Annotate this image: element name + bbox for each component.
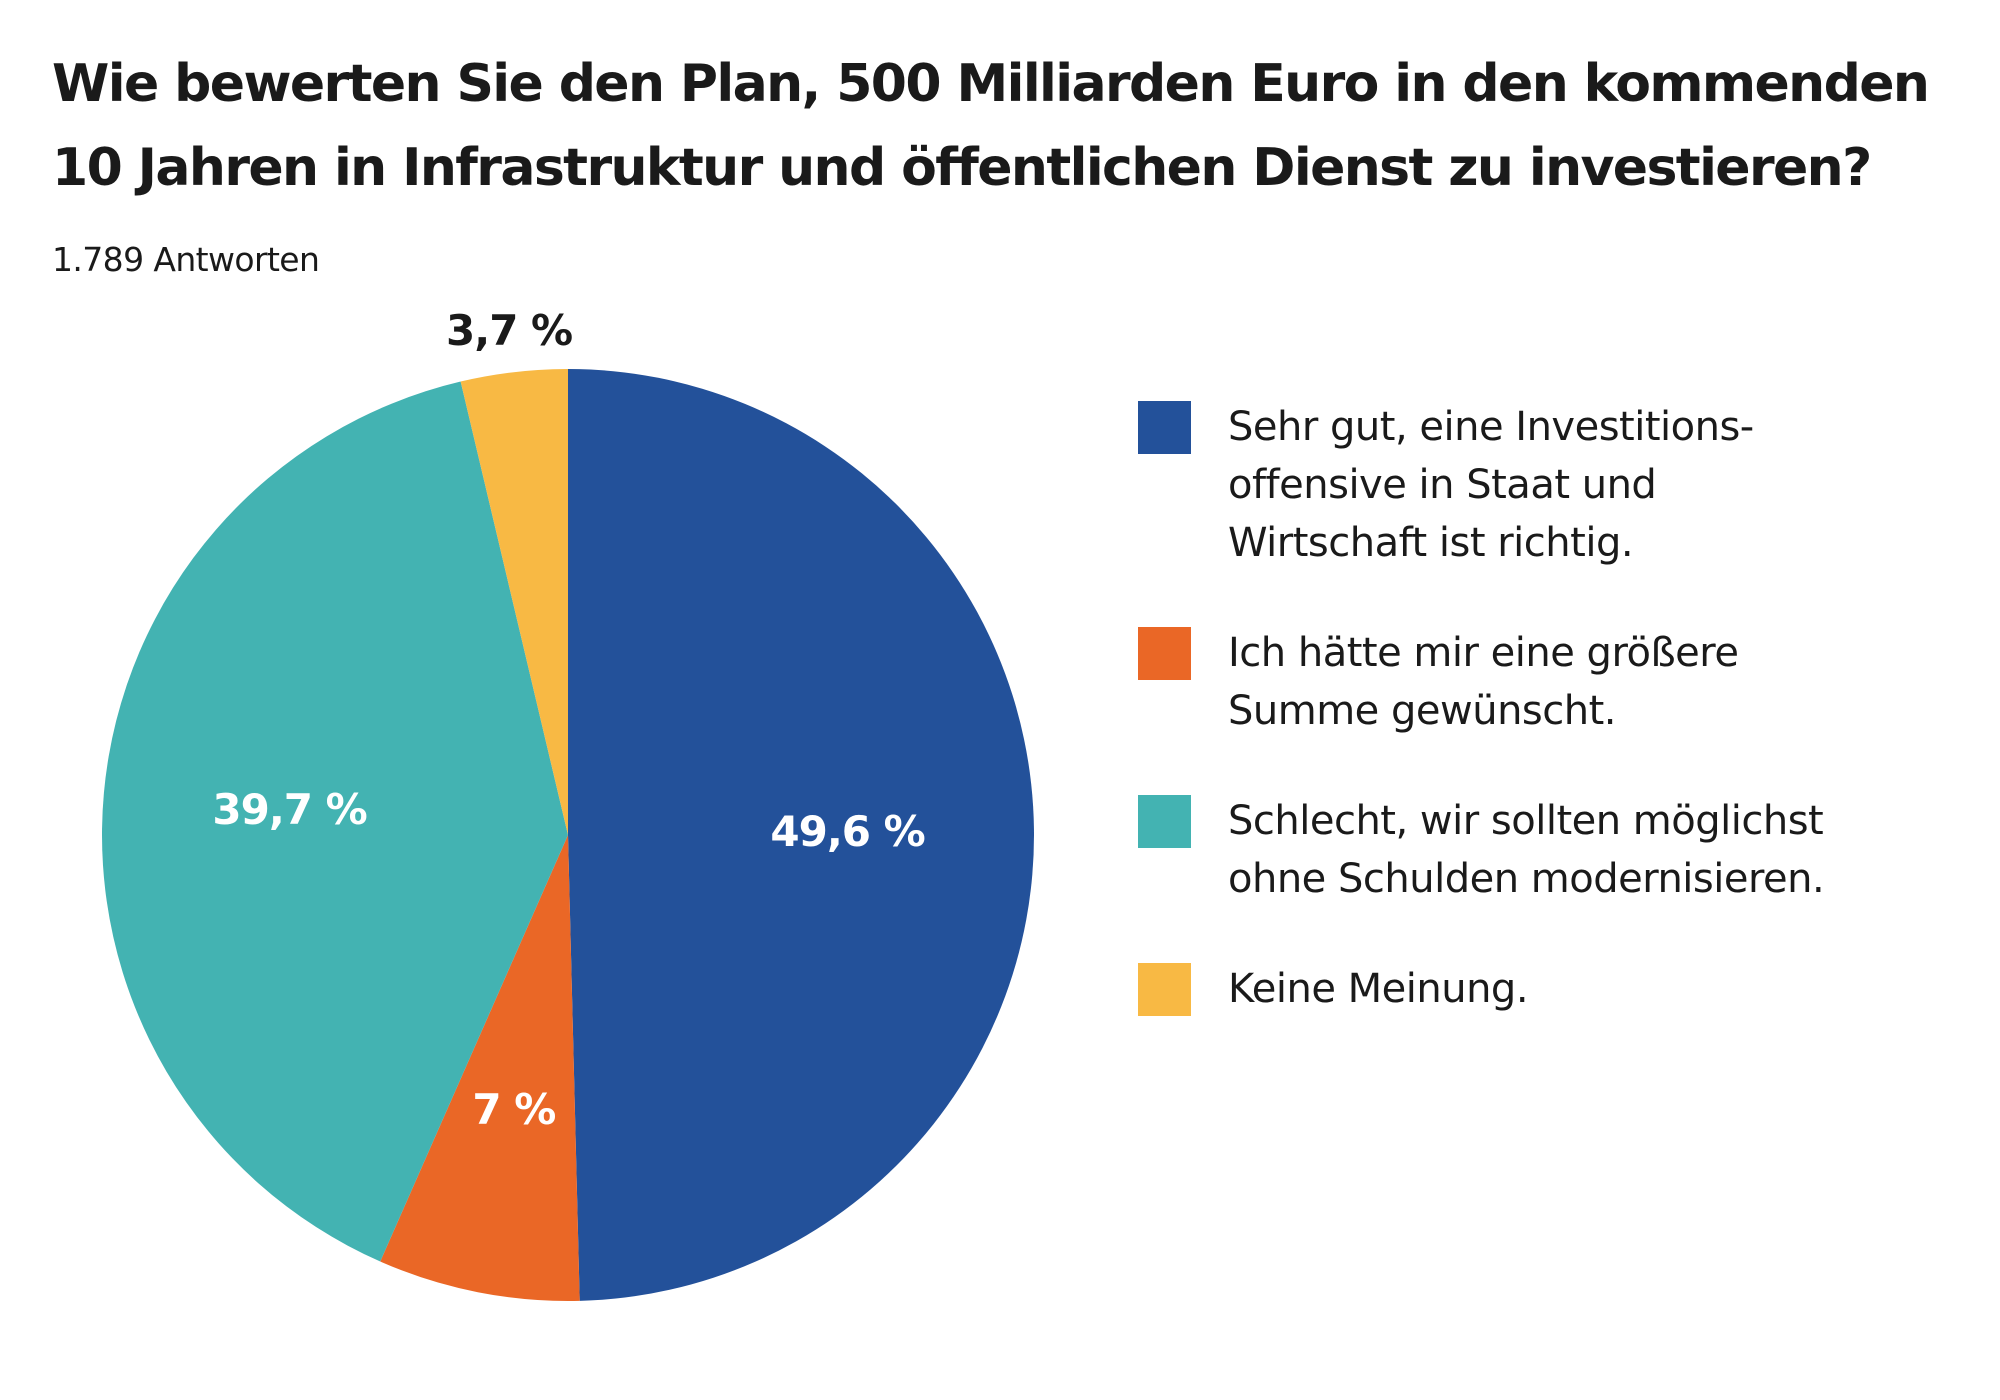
legend-label-1-line-2: offensive in Staat und xyxy=(1228,462,1657,508)
legend-label-2-line-1: Ich hätte mir eine größere xyxy=(1228,630,1739,676)
legend-label-4-line-1: Keine Meinung. xyxy=(1228,966,1529,1012)
pie-value-label-1: 49,6 % xyxy=(770,807,924,856)
pie-slice-2 xyxy=(380,835,580,1301)
chart-title-line-2: 10 Jahren in Infrastruktur und öffentlic… xyxy=(52,138,1872,198)
legend-swatch-1 xyxy=(1138,401,1191,454)
pie-slice-4 xyxy=(460,369,568,835)
legend-label-1: Sehr gut, eine Investitions-offensive in… xyxy=(1228,398,1968,572)
pie-value-label-4: 3,7 % xyxy=(446,306,572,355)
legend-item-2: Ich hätte mir eine größere Summe gewünsch… xyxy=(1138,624,1968,740)
legend: Sehr gut, eine Investitions-offensive in… xyxy=(1138,398,1968,1070)
legend-swatch-4 xyxy=(1138,963,1191,1016)
legend-label-3: Schlecht, wir sollten möglichst ohne Schu… xyxy=(1228,792,1968,908)
pie-value-label-2: 7 % xyxy=(472,1085,555,1134)
legend-label-2: Ich hätte mir eine größere Summe gewünsch… xyxy=(1228,624,1968,740)
pie-value-labels: 49,6 % 7 % 39,7 % 3,7 % xyxy=(212,306,925,1134)
chart-title-line-1: Wie bewerten Sie den Plan, 500 Milliarde… xyxy=(52,54,1930,114)
pie-value-label-3: 39,7 % xyxy=(212,785,366,834)
response-count: 1.789 Antworten xyxy=(52,240,320,279)
legend-swatch-3 xyxy=(1138,795,1191,848)
legend-swatch-2 xyxy=(1138,627,1191,680)
pie-slices xyxy=(101,369,1034,1301)
legend-label-3-line-1: Schlecht, wir sollten möglichst xyxy=(1228,798,1824,844)
legend-item-3: Schlecht, wir sollten möglichst ohne Schu… xyxy=(1138,792,1968,908)
chart-title: Wie bewerten Sie den Plan, 500 Milliarde… xyxy=(52,42,1952,210)
legend-label-1-line-1: Sehr gut, eine Investitions- xyxy=(1228,404,1754,450)
legend-item-1: Sehr gut, eine Investitions-offensive in… xyxy=(1138,398,1968,572)
legend-label-2-line-2: Summe gewünscht. xyxy=(1228,688,1617,734)
legend-label-3-line-2: ohne Schulden modernisieren. xyxy=(1228,856,1825,902)
pie-slice-3 xyxy=(101,381,568,1262)
legend-item-4: Keine Meinung. xyxy=(1138,960,1968,1018)
legend-label-1-line-3: Wirtschaft ist richtig. xyxy=(1228,520,1634,566)
legend-label-4: Keine Meinung. xyxy=(1228,960,1968,1018)
pie-slice-1 xyxy=(568,369,1034,1301)
